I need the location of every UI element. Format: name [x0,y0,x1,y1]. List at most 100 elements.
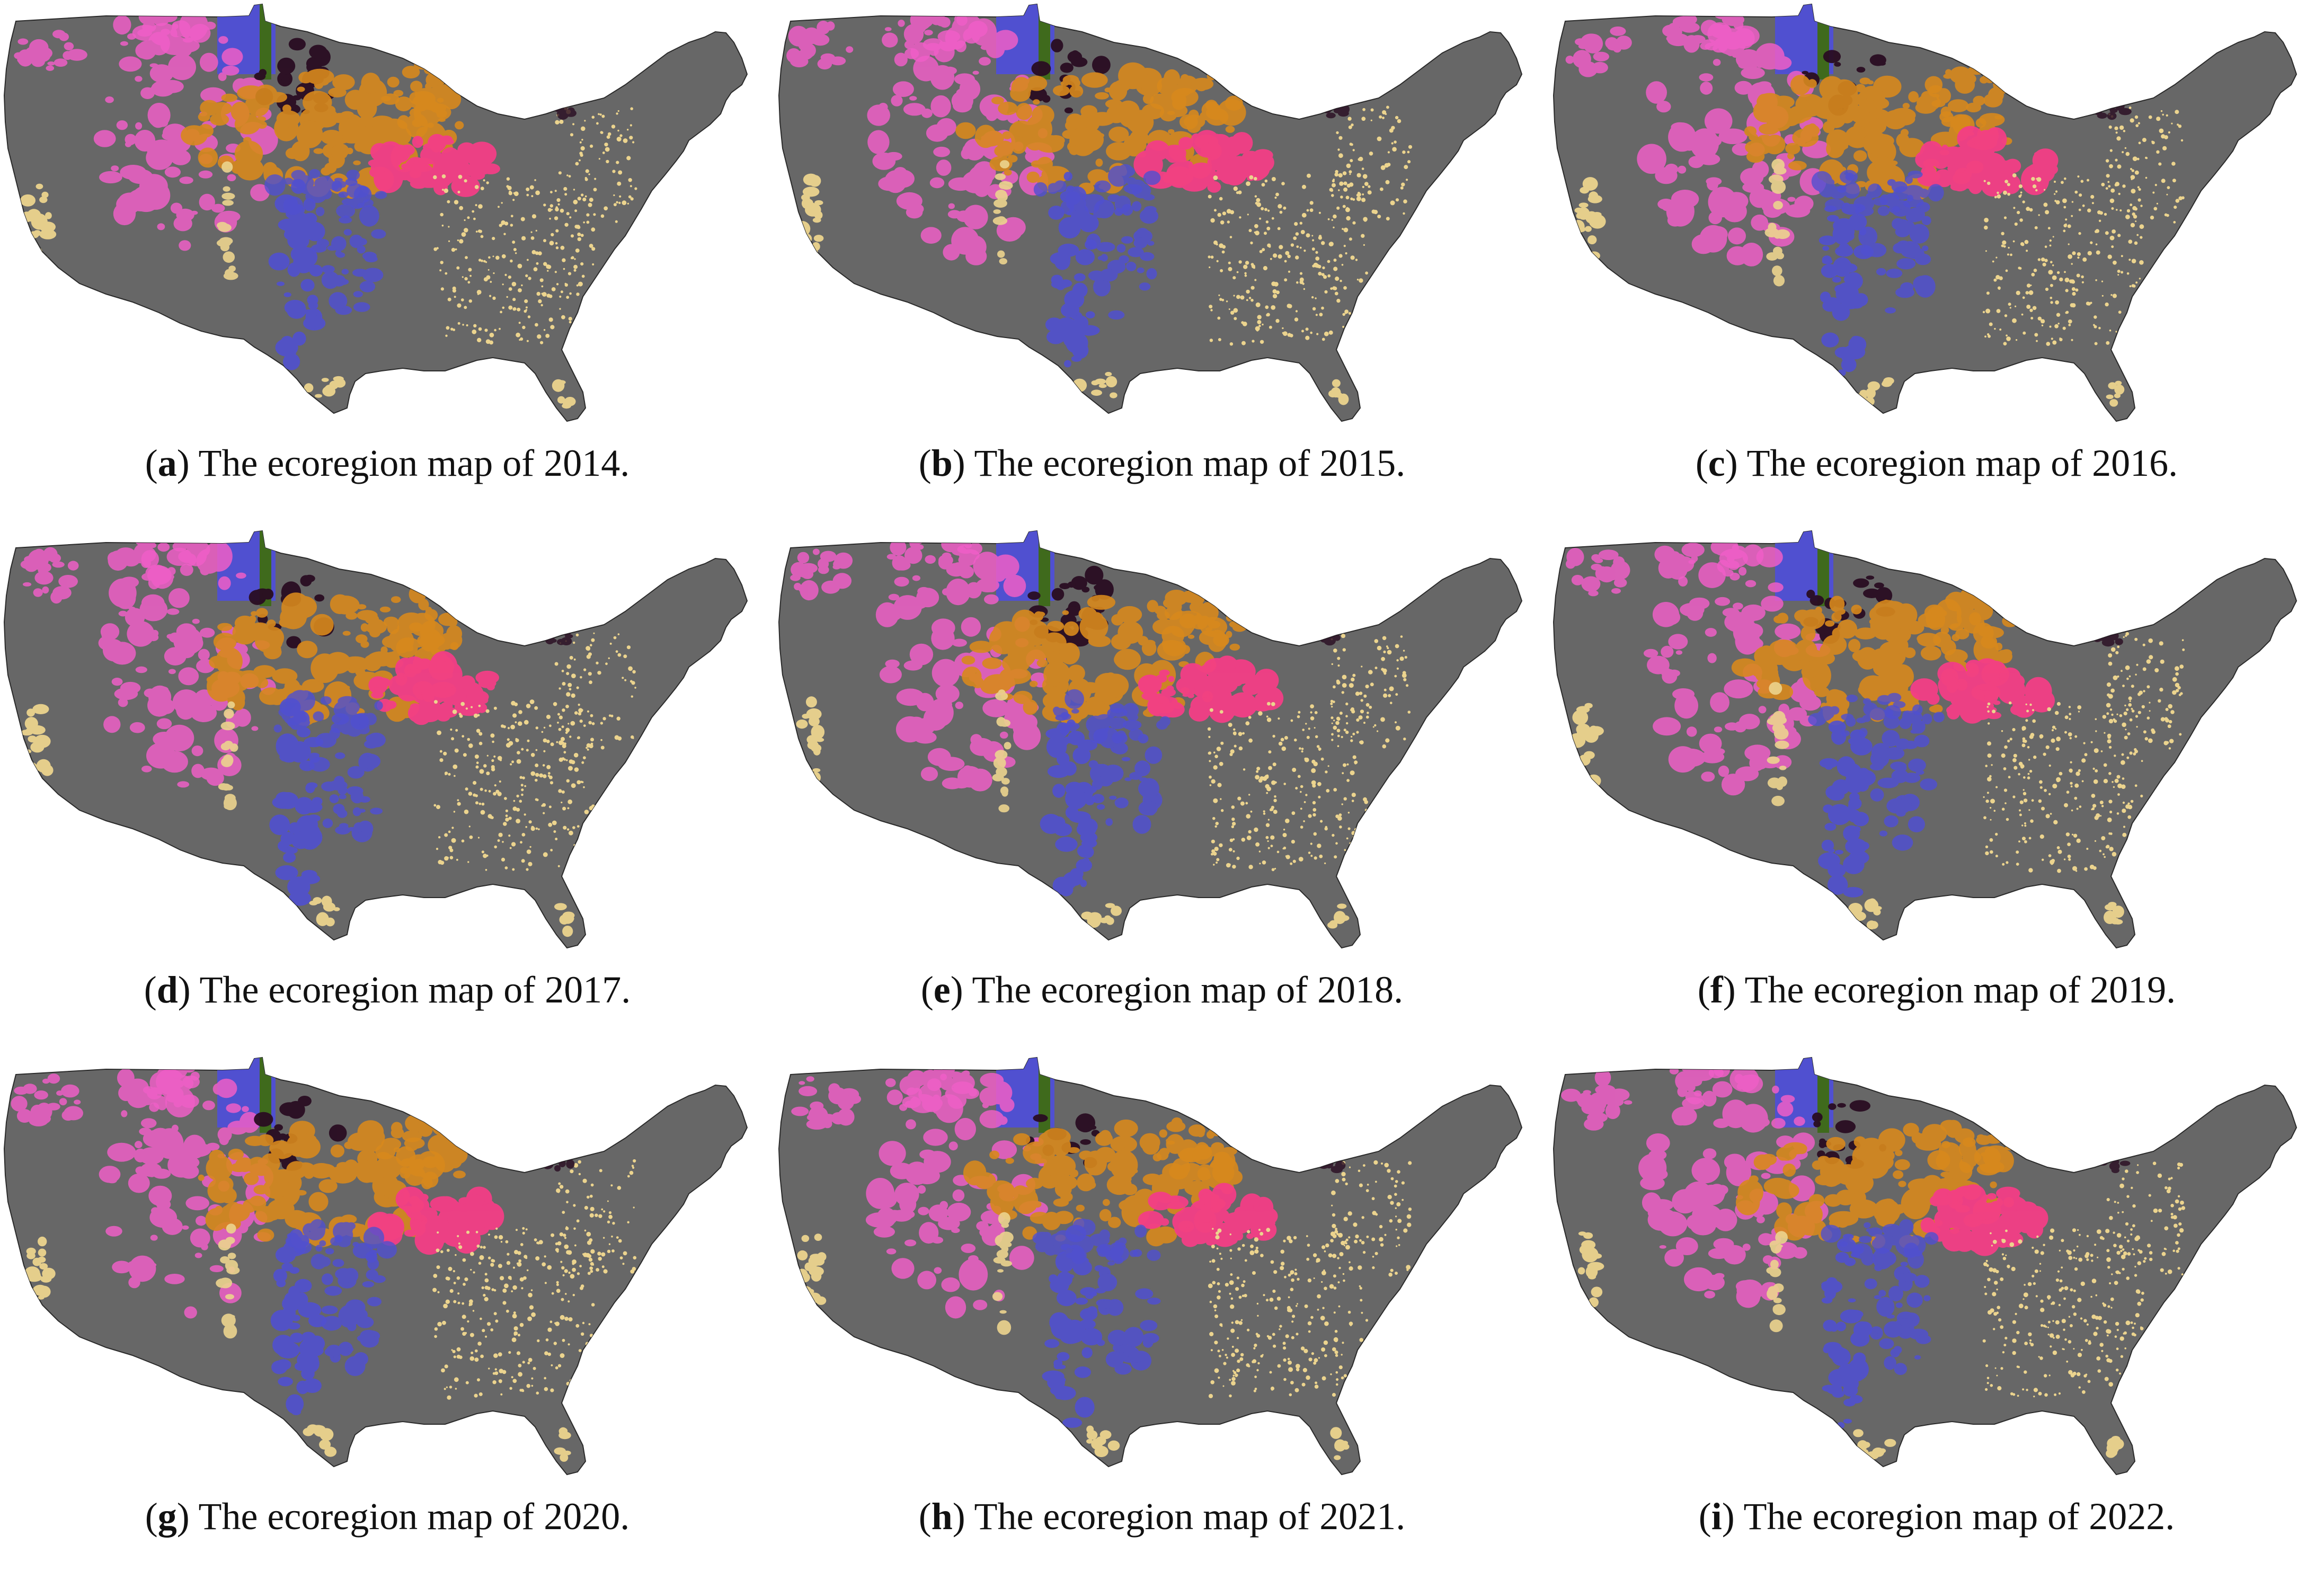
orange-lakes [1149,67,1247,133]
blue-central [1808,693,1945,738]
caption-close-paren: ) [1722,1495,1744,1538]
caption-letter: h [931,1495,953,1538]
cream-california [796,1233,827,1322]
ecoregion-map [778,1057,1523,1476]
cream-southeast-speckle [1208,1228,1369,1398]
blue-central [1811,170,1944,217]
cream-atlantic-speckle [555,105,637,223]
blue-east-corridor [1086,184,1159,320]
panel-caption: (e) The ecoregion map of 2018. [775,969,1549,1011]
caption-open-paren: ( [918,442,932,484]
caption-open-paren: ( [1695,442,1708,484]
blue-mississippi [269,698,324,906]
pink-plains-cluster [93,10,278,251]
cream-southeast-speckle [432,1227,595,1400]
ecoregion-map [1553,1057,2298,1476]
cream-west-stripe [992,689,1012,813]
caption-letter: g [157,1495,177,1538]
caption-text: The ecoregion map of 2020. [198,1495,630,1538]
caption-open-paren: ( [920,969,934,1011]
cream-west-stripe [218,701,238,811]
caption-letter: c [1708,442,1725,484]
caption-close-paren: ) [1723,969,1745,1011]
cream-west-stripe [1764,158,1790,287]
caption-open-paren: ( [145,1495,158,1538]
caption-text: The ecoregion map of 2019. [1744,969,2176,1011]
hotpink-band [1138,655,1284,723]
caption-text: The ecoregion map of 2014. [198,442,630,484]
green-strip-north [1817,531,1829,606]
caption-text: The ecoregion map of 2021. [974,1495,1406,1538]
green-strip-north [260,4,271,79]
pink-west-cluster [11,1073,83,1126]
caption-text: The ecoregion map of 2017. [199,969,631,1011]
caption-open-paren: ( [1697,969,1710,1011]
caption-close-paren: ) [952,442,974,484]
cream-west-stripe [992,1212,1014,1335]
blue-mississippi [1819,173,1874,376]
cream-atlantic-speckle [1330,105,1413,222]
us-landmass [778,530,1523,949]
cream-florida [2104,902,2124,925]
caption-letter: a [157,442,177,484]
blue-mississippi [1045,172,1100,368]
map-panel-b: (b) The ecoregion map of 2015. [775,0,1549,527]
panel-caption: (a) The ecoregion map of 2014. [0,442,775,484]
green-strip-north [1817,4,1829,79]
pink-west-cluster [786,21,854,70]
blue-mississippi [1040,712,1098,896]
pink-north-cluster [1662,8,1755,53]
ecoregion-map [3,3,748,422]
blue-central [1053,689,1170,744]
caption-close-paren: ) [950,969,972,1011]
caption-close-paren: ) [1725,442,1747,484]
us-landmass [1553,3,2298,422]
map-panel-c: (c) The ecoregion map of 2016. [1549,0,2324,527]
green-strip-north [260,531,271,606]
pink-north-cluster [882,9,988,62]
pink-west-cluster [790,548,853,601]
cream-florida [554,903,575,937]
caption-open-paren: ( [918,1495,932,1538]
ecoregion-map [1553,3,2298,422]
map-panel-a: (a) The ecoregion map of 2014. [0,0,775,527]
cream-florida [2106,1436,2124,1458]
cream-gulf-coast [309,895,340,927]
blue-east-corridor [311,178,386,315]
caption-open-paren: ( [145,442,158,484]
caption-text: The ecoregion map of 2022. [1743,1495,2175,1538]
ecoregion-map [3,1057,748,1476]
blue-east-corridor [321,1235,386,1377]
orange-lakes [1924,587,2018,655]
blue-mississippi [268,179,326,370]
cream-california [24,1236,56,1324]
caption-close-paren: ) [952,1495,974,1538]
cream-florida [1328,379,1349,405]
ecoregion-layer [20,531,636,937]
map-panel-f: (f) The ecoregion map of 2019. [1549,527,2324,1053]
pink-west-cluster [1565,26,1632,77]
panel-caption: (i) The ecoregion map of 2022. [1549,1495,2324,1538]
ecoregion-layer [786,4,1413,405]
ecoregion-map [1553,530,2298,949]
ecoregion-map [778,3,1523,422]
map-panel-d: (d) The ecoregion map of 2017. [0,527,775,1053]
panel-caption: (b) The ecoregion map of 2015. [775,442,1549,484]
pink-west-cluster [791,1076,862,1130]
panel-caption: (g) The ecoregion map of 2020. [0,1495,775,1538]
cream-west-stripe [992,160,1013,265]
ecoregion-layer [790,531,1411,929]
cream-gulf-coast [304,376,346,398]
pink-west-cluster [14,30,87,71]
cream-florida [554,1427,571,1462]
hotpink-band [1920,1184,2048,1256]
caption-open-paren: ( [144,969,157,1011]
pink-north-cluster [107,531,210,589]
blue-central [1033,164,1161,215]
pink-north-cluster [117,1058,200,1111]
orange-lakes [1161,589,1247,656]
cream-atlantic-speckle [555,1159,637,1276]
caption-text: The ecoregion map of 2016. [1746,442,2178,484]
pink-west-cluster [20,547,79,604]
pink-north-cluster [1654,535,1764,580]
